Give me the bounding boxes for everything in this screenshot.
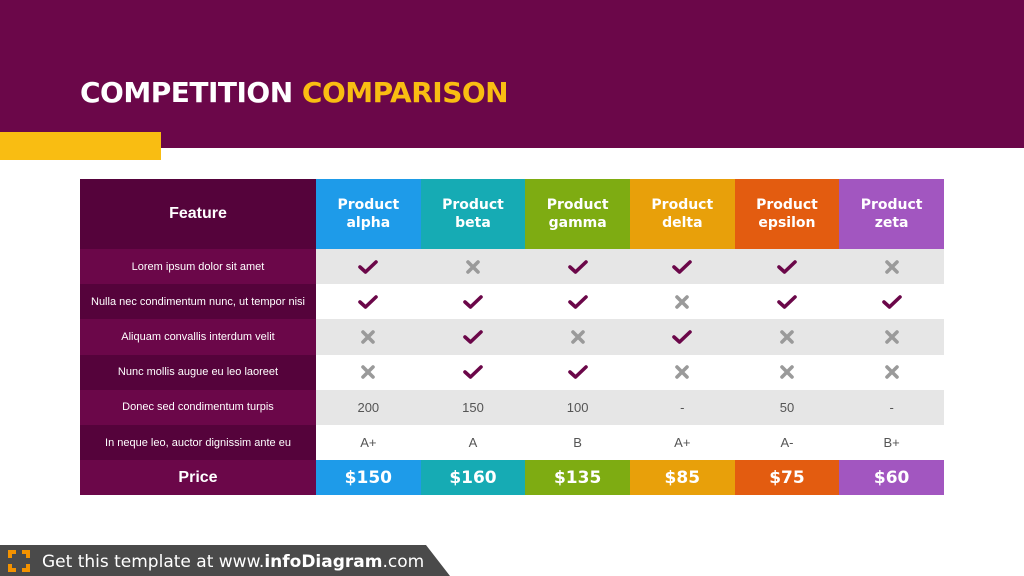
footer-bar bbox=[0, 545, 450, 576]
title-part-accent: COMPARISON bbox=[301, 76, 509, 109]
cross-icon bbox=[316, 354, 421, 390]
check-icon bbox=[629, 319, 735, 355]
product-header-0: Product alpha bbox=[316, 179, 421, 249]
table-header-row: Feature Product alpha Product beta Product… bbox=[80, 179, 944, 249]
value-cell: A bbox=[420, 424, 526, 461]
footer-brand: infoDiagram bbox=[264, 552, 383, 572]
cross-icon bbox=[734, 354, 840, 390]
price-cell-0: $150 bbox=[316, 460, 421, 496]
cross-icon bbox=[629, 284, 735, 320]
cross-icon bbox=[629, 354, 735, 390]
value-cell: A- bbox=[734, 424, 840, 461]
value-cell: A+ bbox=[316, 424, 421, 461]
price-label: Price bbox=[80, 460, 316, 496]
price-cell-3: $85 bbox=[629, 460, 735, 496]
check-icon bbox=[316, 284, 421, 320]
table-row: In neque leo, auctor dignissim ante eu A+… bbox=[80, 424, 944, 461]
title-part-white: COMPETITION bbox=[80, 76, 302, 109]
value-cell: 150 bbox=[420, 389, 526, 425]
check-icon bbox=[734, 249, 840, 285]
product-header-5: Product zeta bbox=[839, 179, 944, 249]
table-row: Donec sed condimentum turpis 200 150 100-50… bbox=[80, 389, 944, 425]
feature-label: Nulla nec condimentum nunc, ut tempor ni… bbox=[80, 284, 316, 320]
check-icon bbox=[525, 249, 630, 285]
feature-label: Aliquam convallis interdum velit bbox=[80, 319, 316, 355]
footer-prefix: Get this template at www. bbox=[42, 552, 265, 572]
check-icon bbox=[420, 319, 526, 355]
cross-icon bbox=[420, 249, 526, 285]
footer-link[interactable]: Get this template at www.infoDiagram.com bbox=[42, 552, 424, 572]
price-cell-5: $60 bbox=[839, 460, 944, 496]
footer-suffix: .com bbox=[382, 552, 425, 572]
product-header-1: Product beta bbox=[420, 179, 526, 249]
feature-header: Feature bbox=[80, 179, 316, 249]
cross-icon bbox=[316, 319, 421, 355]
price-cell-1: $160 bbox=[420, 460, 526, 496]
check-icon bbox=[420, 284, 526, 320]
table-row: Nulla nec condimentum nunc, ut tempor ni… bbox=[80, 284, 944, 320]
check-icon bbox=[525, 354, 630, 390]
product-header-2: Product gamma bbox=[525, 179, 630, 249]
cross-icon bbox=[734, 319, 840, 355]
cross-icon bbox=[525, 319, 630, 355]
check-icon bbox=[525, 284, 630, 320]
table-row: Nunc mollis augue eu leo laoreet bbox=[80, 354, 944, 390]
value-cell: A+ bbox=[629, 424, 735, 461]
feature-label: Nunc mollis augue eu leo laoreet bbox=[80, 354, 316, 390]
check-icon bbox=[734, 284, 840, 320]
check-icon bbox=[839, 284, 944, 320]
value-cell: B bbox=[525, 424, 630, 461]
price-row: Price $150 $160 $135 $85 $75 $60 bbox=[80, 460, 944, 496]
value-cell: - bbox=[629, 389, 735, 425]
value-cell: B+ bbox=[839, 424, 944, 461]
value-cell: 100 bbox=[525, 389, 630, 425]
value-cell: - bbox=[839, 389, 944, 425]
accent-bar bbox=[0, 132, 161, 160]
value-cell: 200 bbox=[316, 389, 421, 425]
infodiagram-logo-icon bbox=[8, 550, 30, 572]
feature-label: Donec sed condimentum turpis bbox=[80, 389, 316, 425]
page-title: COMPETITION COMPARISON bbox=[80, 76, 509, 109]
table-row: Aliquam convallis interdum velit bbox=[80, 319, 944, 355]
price-cell-2: $135 bbox=[525, 460, 630, 496]
cross-icon bbox=[839, 354, 944, 390]
cross-icon bbox=[839, 249, 944, 285]
cross-icon bbox=[839, 319, 944, 355]
table-row: Lorem ipsum dolor sit amet bbox=[80, 249, 944, 285]
feature-label: In neque leo, auctor dignissim ante eu bbox=[80, 424, 316, 461]
check-icon bbox=[420, 354, 526, 390]
check-icon bbox=[316, 249, 421, 285]
product-header-3: Product delta bbox=[629, 179, 735, 249]
feature-label: Lorem ipsum dolor sit amet bbox=[80, 249, 316, 285]
value-cell: 50 bbox=[734, 389, 840, 425]
product-header-4: Product epsilon bbox=[734, 179, 840, 249]
price-cell-4: $75 bbox=[734, 460, 840, 496]
header-band bbox=[0, 0, 1024, 148]
comparison-table: Feature Product alpha Product beta Product… bbox=[80, 179, 944, 496]
check-icon bbox=[629, 249, 735, 285]
